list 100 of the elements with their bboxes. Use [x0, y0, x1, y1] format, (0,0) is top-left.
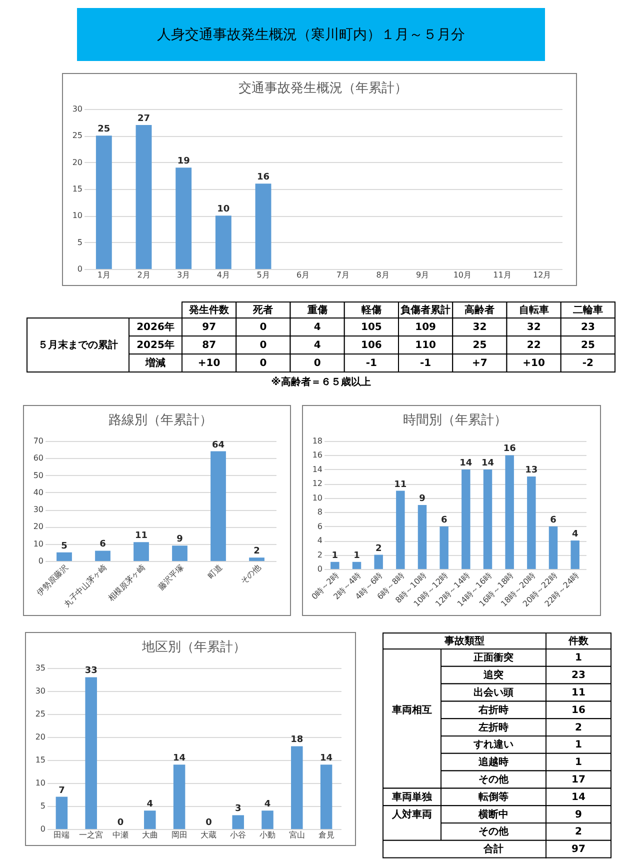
data-label: 105 — [361, 322, 382, 333]
x-tick-label: 11月 — [493, 270, 512, 280]
y-tick-label: 出会い頭 — [474, 686, 514, 698]
data-label: 11 — [394, 480, 407, 490]
chart-title: 交通事故発生概況（年累計） — [238, 80, 408, 96]
y-axis-title: 事故類型 — [444, 635, 484, 647]
data-label: 6 — [100, 540, 106, 550]
y-tick-label: 正面衝突 — [472, 652, 514, 664]
y2-tick-label: 車両相互 — [391, 704, 432, 716]
y-tick-label: 右折時 — [478, 704, 508, 716]
data-label: 25 — [580, 340, 595, 351]
y-tick-label: 追突 — [482, 669, 504, 682]
x-tick-label: 高齢者 — [464, 304, 495, 316]
data-label: 1 — [332, 550, 338, 561]
data-label: 2 — [575, 722, 582, 734]
data-label: -1 — [366, 358, 378, 369]
data-label: 4 — [264, 800, 271, 810]
y-tick-label: 5 — [40, 802, 46, 810]
y-tick-label: 2025年 — [136, 339, 174, 351]
y-tick-label: その他 — [478, 774, 510, 786]
x-tick-label: 負傷者累計 — [400, 304, 451, 316]
data-label: 0 — [260, 322, 267, 333]
data-label: 87 — [202, 340, 216, 351]
y-tick-label: 25 — [35, 710, 46, 718]
y-tick-label: 50 — [33, 470, 44, 480]
x-tick-label: 12月 — [532, 270, 552, 280]
x-tick-label: 重傷 — [306, 304, 328, 316]
y-tick-label: 0 — [317, 564, 322, 574]
y-tick-label: 5 — [77, 238, 82, 247]
y-tick-label: すれ違い — [472, 738, 514, 751]
data-label: 1 — [575, 757, 582, 768]
data-label: 0 — [260, 340, 267, 351]
x-tick-label: 相模原茅ヶ崎 — [106, 562, 147, 604]
x-tick-label: 藤沢平塚 — [156, 562, 186, 592]
data-label: 10 — [217, 204, 230, 215]
y-tick-label: 14 — [312, 464, 322, 474]
x-tick-label: 小動 — [260, 830, 276, 840]
text: 人身交通事故発生概況（寒川町内）１月～５月分 — [157, 26, 465, 44]
data-label: 14 — [460, 458, 472, 468]
y-tick-label: 30 — [72, 104, 82, 114]
x-tick-label: 伊勢原藤沢 — [35, 562, 70, 598]
y-tick-label: 合計 — [482, 843, 504, 856]
data-label: 17 — [572, 774, 586, 786]
data-label: 3 — [234, 804, 242, 814]
chart-title: 路線別（年累計） — [108, 413, 212, 428]
data-label: 16 — [256, 172, 270, 183]
data-label: 109 — [415, 322, 436, 333]
data-label: 32 — [472, 322, 487, 333]
x-tick-label: 6月 — [296, 270, 310, 280]
data-label: 5 — [61, 541, 68, 552]
y-tick-label: 転倒等 — [478, 790, 508, 803]
data-label: 110 — [415, 340, 436, 351]
y-tick-label: 4 — [317, 536, 322, 546]
data-label: 11 — [572, 688, 586, 698]
y-tick-label: 増減 — [144, 357, 166, 369]
data-label: 14 — [173, 754, 186, 764]
x-tick-label: 田端 — [54, 830, 70, 840]
data-label: 19 — [177, 156, 190, 167]
y-tick-label: 15 — [72, 184, 82, 194]
data-label: +10 — [198, 358, 220, 369]
data-label: 9 — [419, 494, 426, 504]
data-label: 11 — [134, 531, 148, 542]
data-label: +7 — [472, 358, 488, 369]
data-label: 16 — [572, 704, 586, 716]
x-tick-label: 1月 — [97, 270, 110, 280]
y-tick-label: 70 — [33, 436, 44, 446]
y-tick-label: 12 — [312, 479, 322, 488]
x-tick-label: 9月 — [416, 270, 430, 280]
data-label: 9 — [575, 809, 582, 820]
y-tick-label: 0 — [38, 556, 44, 566]
x-tick-label: 10月 — [453, 270, 472, 280]
x-tick-label: その他 — [239, 562, 262, 586]
y-tick-label: 10 — [35, 778, 46, 788]
y-tick-label: 16 — [312, 450, 322, 460]
y-tick-label: 0 — [77, 264, 82, 274]
y-tick-label: 追越時 — [478, 756, 508, 768]
x-tick-label: 8月 — [376, 270, 390, 280]
data-label: 23 — [572, 670, 586, 682]
data-label: 2 — [254, 546, 260, 557]
x-tick-label: 小谷 — [230, 830, 246, 840]
y2-tick-label: 人対車両 — [391, 808, 432, 820]
data-label: 2 — [575, 826, 582, 838]
data-label: -1 — [420, 358, 432, 369]
y-tick-label: 60 — [33, 454, 44, 463]
data-label: 25 — [98, 124, 110, 135]
x-tick-label: 二輪車 — [572, 304, 603, 316]
x-tick-label: 3月 — [177, 270, 190, 280]
x-tick-label: 軽傷 — [360, 304, 382, 316]
data-label: 4 — [572, 530, 578, 540]
x-tick-label: 大曲 — [142, 830, 158, 840]
data-label: 106 — [361, 340, 382, 351]
y-tick-label: 18 — [312, 436, 322, 446]
data-label: 22 — [526, 340, 541, 351]
data-label: 0 — [117, 818, 124, 828]
data-label: 97 — [202, 322, 216, 333]
y-tick-label: 40 — [33, 488, 44, 497]
data-label: 32 — [526, 322, 541, 333]
y-tick-label: 2026年 — [136, 321, 174, 333]
x-tick-label: 2月 — [137, 270, 150, 280]
y-axis-title: ５月末までの累計 — [38, 339, 118, 351]
